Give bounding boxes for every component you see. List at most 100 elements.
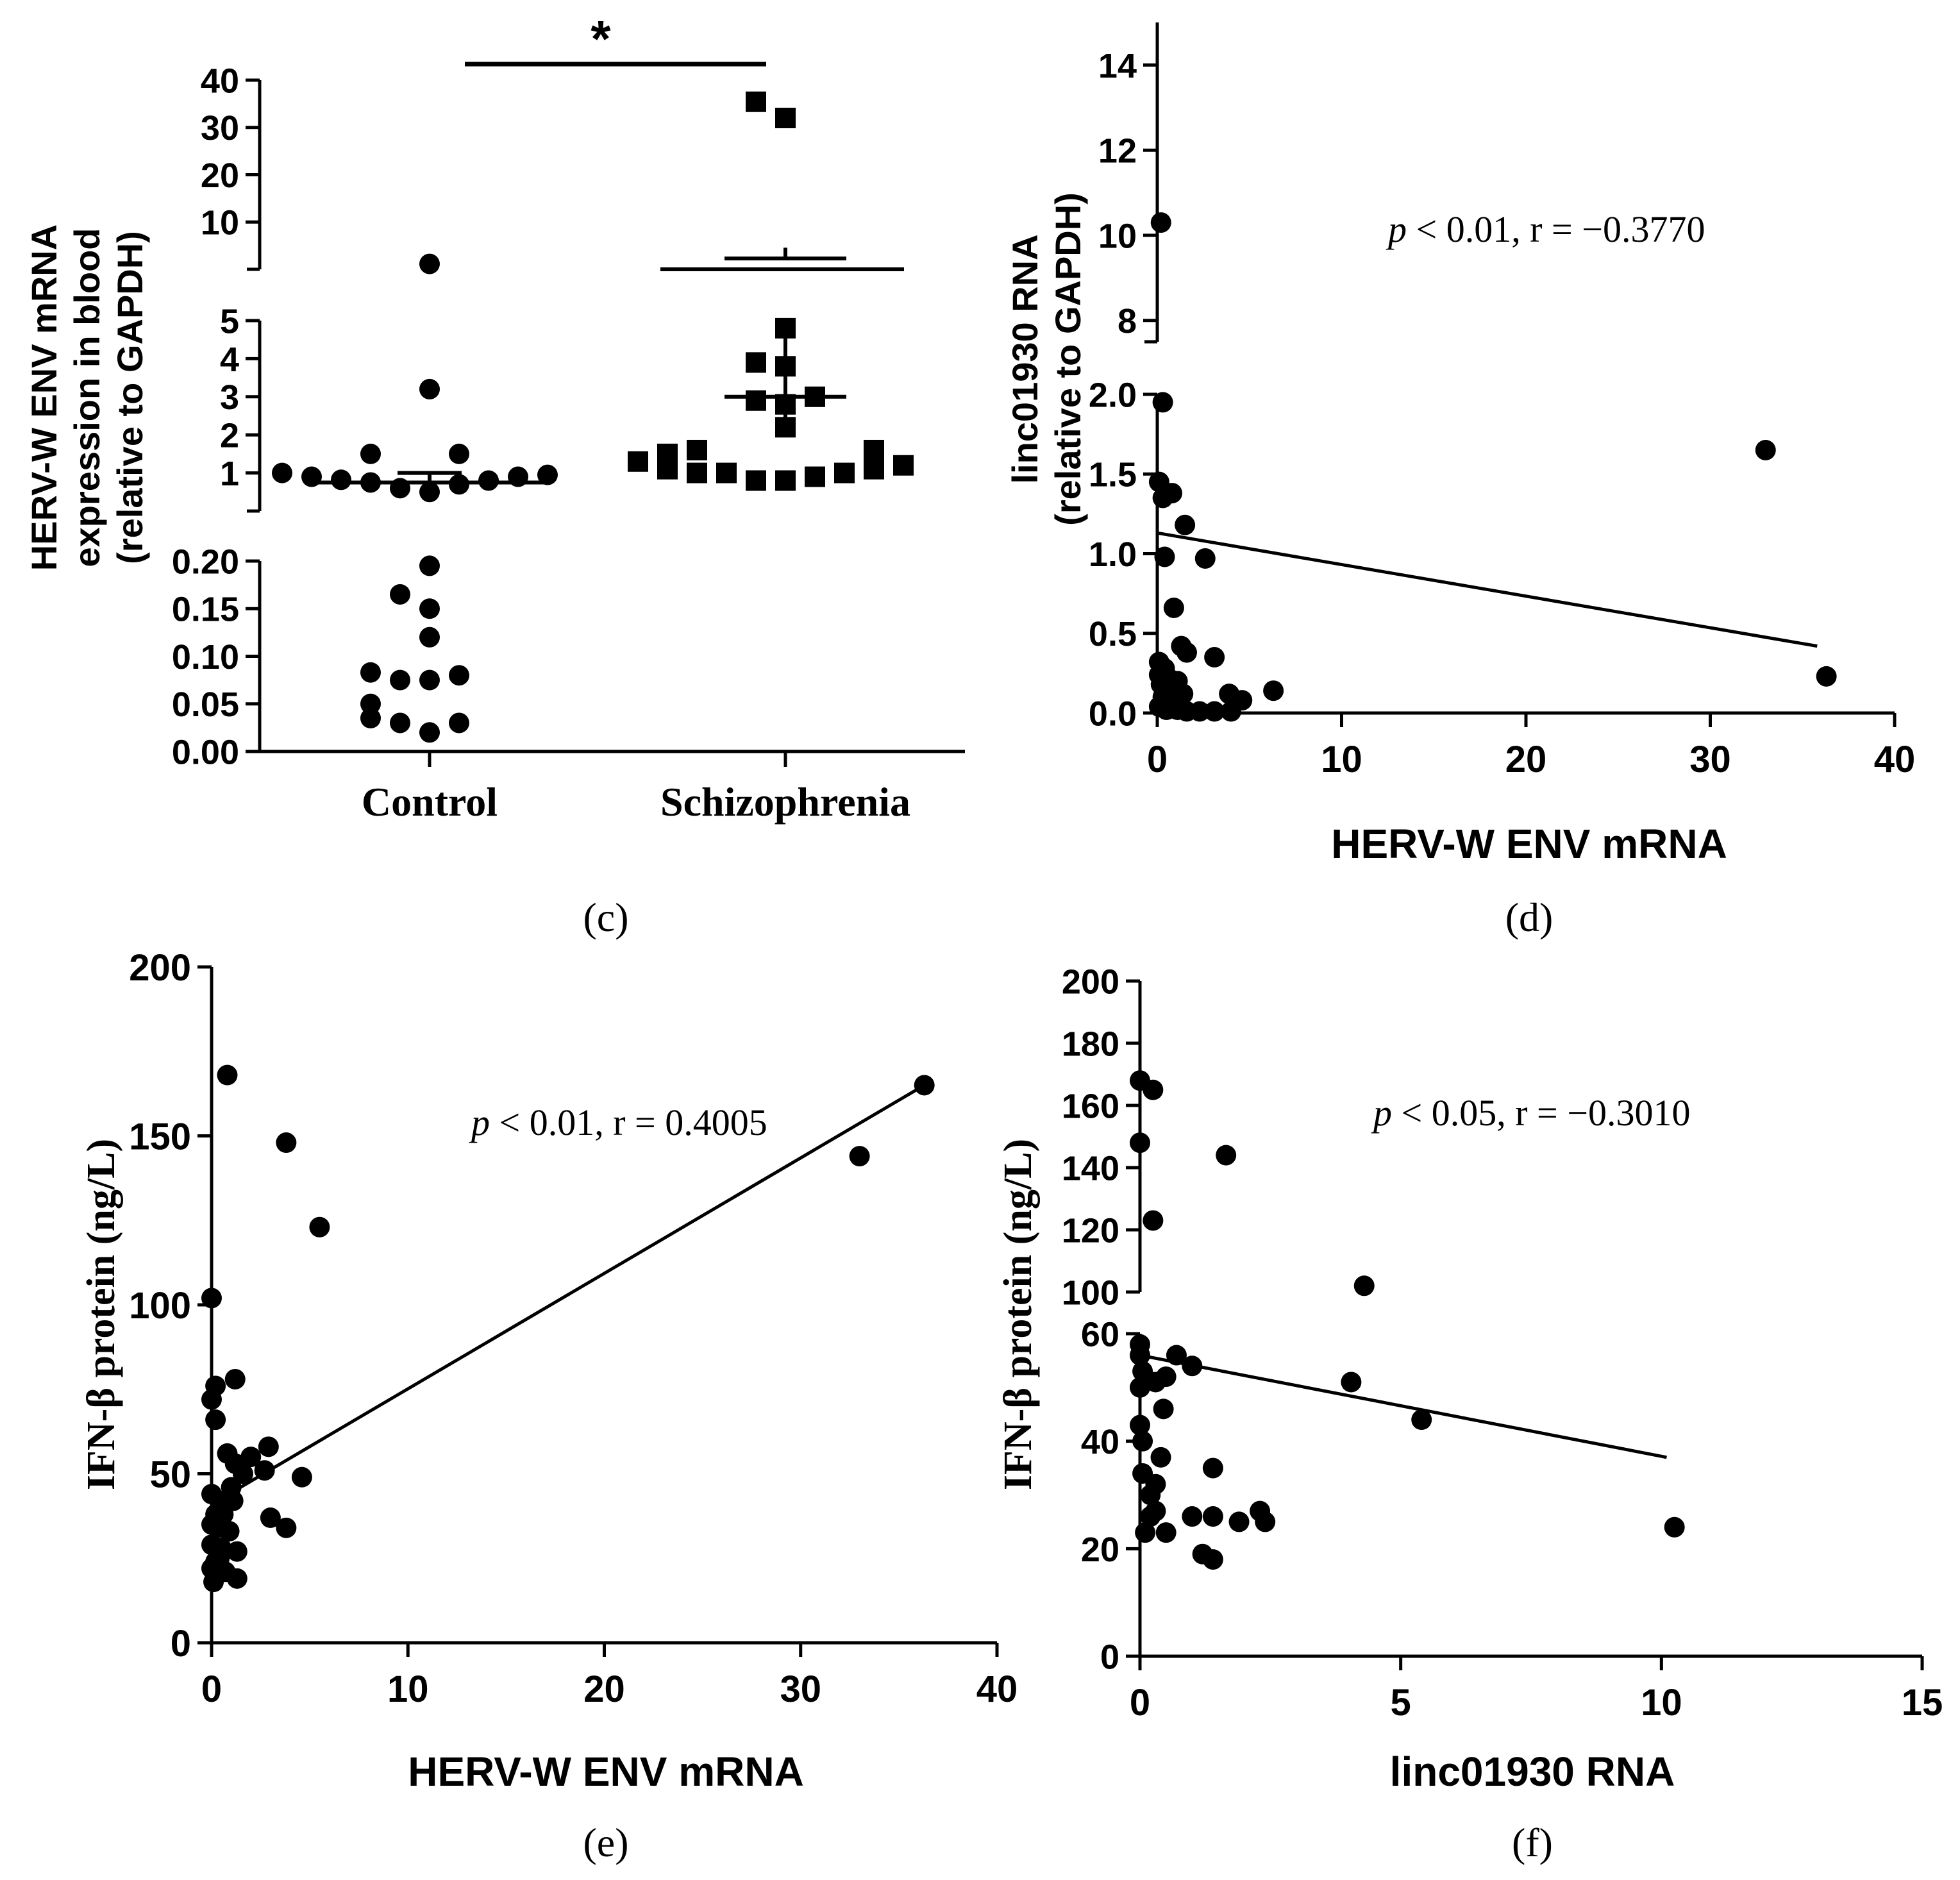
panel-d-y-tick-label: 0.5 xyxy=(1089,615,1137,653)
panel-d-annotation-p: p xyxy=(1386,208,1407,250)
panel-e-ticks: 0 50 100 150 200 0 10 20 30 40 xyxy=(129,947,1018,1710)
panel-c-y-tick-label: 20 xyxy=(201,156,239,195)
panel-f-y-tick-label: 20 xyxy=(1081,1531,1119,1569)
panel-f-data-point xyxy=(1353,1275,1375,1297)
panel-c-schizophrenia-point xyxy=(628,451,648,472)
panel-c-control-point xyxy=(390,712,410,734)
panel-e-y-tick-label: 150 xyxy=(129,1116,191,1157)
panel-c-control-point xyxy=(331,469,351,491)
panel-c-control-point xyxy=(419,626,440,648)
panel-c-control-point xyxy=(360,693,381,714)
panel-e-data-point xyxy=(209,1548,230,1569)
panel-e-data-point xyxy=(276,1132,297,1154)
panel-f-data-point xyxy=(1228,1511,1250,1532)
panel-c-schizophrenia-point xyxy=(687,462,707,483)
panel-e-y-tick-label: 100 xyxy=(129,1285,191,1327)
panel-e-annotation: p < 0.01, r = 0.4005 xyxy=(469,1102,767,1143)
panel-e-data-point xyxy=(233,1463,253,1484)
panel-e-y-axis-label: IFN-β protein (ng/L) xyxy=(80,1139,123,1490)
panel-e-regression-line xyxy=(216,1084,925,1502)
panel-f-annotation-p: p xyxy=(1371,1092,1392,1134)
panel-e-data-point xyxy=(291,1466,312,1488)
panel-c-y-tick-label: 0.20 xyxy=(172,542,239,581)
panel-c-control-point xyxy=(419,253,440,274)
panel-d-y-tick-label: 1.5 xyxy=(1089,456,1137,494)
panel-f-data-point xyxy=(1143,1210,1164,1231)
panel-e-data-point xyxy=(309,1216,330,1238)
panel-e-data-point xyxy=(914,1075,935,1096)
panel-d-data-point xyxy=(1204,647,1225,668)
panel-e-data-point xyxy=(254,1460,275,1481)
panel-d-data-point xyxy=(1263,680,1284,701)
panel-f-data-point xyxy=(1130,1345,1150,1366)
panel-e-annotation-p: p xyxy=(469,1102,490,1143)
panel-d-annotation: p < 0.01, r = −0.3770 xyxy=(1386,208,1705,250)
panel-f-data-point xyxy=(1130,1414,1150,1436)
panel-c-category-label-control: Control xyxy=(362,779,498,825)
panel-f-y-tick-label: 180 xyxy=(1062,1025,1119,1063)
panel-c-control-point xyxy=(537,464,558,485)
panel-f-y-axis-label: IFN-β protein (ng/L) xyxy=(996,1139,1040,1490)
panel-c-y-tick-label: 0.00 xyxy=(172,733,239,771)
panel-e-x-tick-label: 10 xyxy=(387,1668,429,1710)
panel-f-data-point xyxy=(1135,1522,1156,1543)
panel-f-y-tick-label: 200 xyxy=(1062,962,1119,1001)
panel-e-marks xyxy=(201,1064,935,1593)
panel-d-data-point xyxy=(1189,701,1210,722)
panel-f-data-point xyxy=(1411,1409,1432,1431)
panel-c-y-label-line-1: HERV-W ENV mRNA xyxy=(24,224,64,571)
panel-c-schizophrenia-point xyxy=(687,439,707,460)
panel-d-y-tick-label: 12 xyxy=(1098,132,1137,171)
panel-f-y-tick-label: 120 xyxy=(1062,1211,1119,1250)
panel-e-data-point xyxy=(240,1447,262,1468)
panel-c-significance-asterisk: * xyxy=(591,10,611,67)
panel-e-x-tick-label: 0 xyxy=(201,1668,222,1710)
panel-f-data-point xyxy=(1140,1484,1161,1506)
panel-f-y-tick-label: 100 xyxy=(1062,1273,1119,1312)
panel-d-x-tick-label: 20 xyxy=(1505,739,1547,780)
panel-c-schizophrenia-point xyxy=(864,458,884,480)
panel-c-schizophrenia-point xyxy=(775,470,796,491)
panel-c-y-tick-label: 3 xyxy=(220,378,239,417)
panel-d-x-tick-label: 0 xyxy=(1147,739,1168,780)
panel-f-annotation: p < 0.05, r = −0.3010 xyxy=(1371,1092,1690,1134)
panel-e-data-point xyxy=(226,1568,247,1589)
panel-f-x-tick-label: 0 xyxy=(1130,1682,1150,1724)
panel-c-y-tick-label: 0.10 xyxy=(172,638,239,676)
panel-d-data-point xyxy=(1221,701,1241,722)
panel-c-y-label-line-3: (relative to GAPDH) xyxy=(110,231,150,564)
panel-f-regression-line xyxy=(1139,1354,1667,1459)
panel-e-y-tick-label: 0 xyxy=(171,1623,191,1665)
panel-c-control-point xyxy=(272,462,292,483)
panel-f-data-point xyxy=(1143,1079,1164,1100)
panel-c-schizophrenia-point xyxy=(893,455,914,476)
panel-e-scatter: 0 50 100 150 200 0 10 20 30 40 HERV-W ENV mRNA IF… xyxy=(80,947,1018,1865)
panel-e-x-tick-label: 30 xyxy=(780,1668,821,1710)
panel-d-y-tick-label: 2.0 xyxy=(1089,376,1137,414)
panel-d-x-tick-label: 10 xyxy=(1321,739,1362,780)
panel-d-y-tick-label: 0.0 xyxy=(1089,694,1137,733)
panel-d-data-point xyxy=(1194,548,1216,569)
panel-f-data-point xyxy=(1155,1522,1177,1543)
panel-c-label: (c) xyxy=(583,894,628,940)
panel-d-x-tick-label: 30 xyxy=(1689,739,1731,780)
panel-c-y-label-line-2: expression in blood xyxy=(67,228,107,567)
panel-c-control-point xyxy=(419,598,440,619)
panel-c-schizophrenia-point xyxy=(746,390,766,411)
panel-f-y-tick-label: 160 xyxy=(1062,1087,1119,1125)
panel-c-category-label-schizophrenia: Schizophrenia xyxy=(660,779,910,825)
panel-c-marks xyxy=(272,91,914,743)
panel-d-data-point xyxy=(1816,666,1837,687)
panel-e-y-tick-label: 50 xyxy=(149,1454,191,1495)
panel-d-data-point xyxy=(1175,514,1196,535)
panel-f-data-point xyxy=(1153,1398,1174,1420)
panel-f-marks xyxy=(1130,1070,1685,1570)
panel-c-y-tick-label: 30 xyxy=(201,109,239,147)
panel-e-data-point xyxy=(201,1389,222,1410)
panel-f-label: (f) xyxy=(1512,1820,1553,1865)
panel-f-data-point xyxy=(1145,1372,1166,1393)
panel-f-data-point xyxy=(1182,1506,1203,1527)
panel-e-data-point xyxy=(203,1572,224,1593)
